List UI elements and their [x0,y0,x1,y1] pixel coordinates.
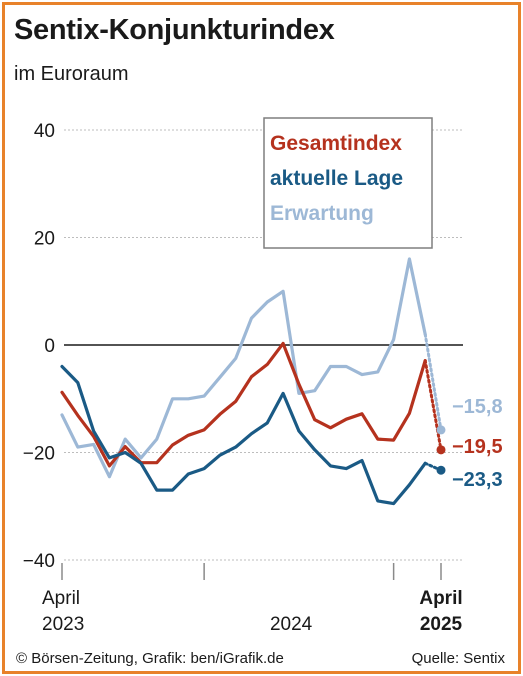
x-tick-label: April [42,588,80,609]
x-tick-label: 2023 [42,614,84,635]
series-line-erwartung [60,257,427,479]
x-tick-label: April [419,588,462,609]
y-axis: 40 20 0 −20 −40 [23,121,55,572]
series-end-label: −23,3 [452,469,503,491]
series-end-label: −15,8 [452,396,503,418]
legend-entry: Gesamtindex [270,132,402,155]
series-line-aktuelle-lage [60,364,427,506]
series-line-latest-segment [423,332,443,432]
x-tick-label: 2025 [420,614,463,635]
y-tick-label: −40 [23,551,55,572]
legend-entry: aktuelle Lage [270,167,403,190]
series-end-label: −19,5 [452,436,503,458]
x-axis: April 2023 2024 April 2025 [42,563,463,635]
series-line-gesamtindex [60,341,427,468]
series-line-latest-segment [423,359,443,452]
y-tick-label: −20 [23,444,55,465]
chart-legend: Gesamtindex aktuelle Lage Erwartung [263,117,433,249]
legend-box [263,117,433,249]
series-end-point [436,445,446,455]
y-tick-label: 20 [34,229,55,250]
footer-source: Quelle: Sentix [411,650,505,667]
series-lines [60,257,443,506]
y-tick-label: 0 [44,336,55,357]
page-subtitle: im Euroraum [14,63,129,85]
legend-entry: Erwartung [270,202,374,225]
series-end-point [436,425,446,435]
series-end-point [436,465,446,475]
x-tick-label: 2024 [270,614,313,635]
page-title: Sentix-Konjunkturindex [14,14,335,46]
y-tick-label: 40 [34,121,55,142]
footer-credit: © Börsen-Zeitung, Grafik: ben/iGrafik.de [16,650,284,667]
end-markers: −15,8 −19,5 −23,3 [436,396,503,491]
